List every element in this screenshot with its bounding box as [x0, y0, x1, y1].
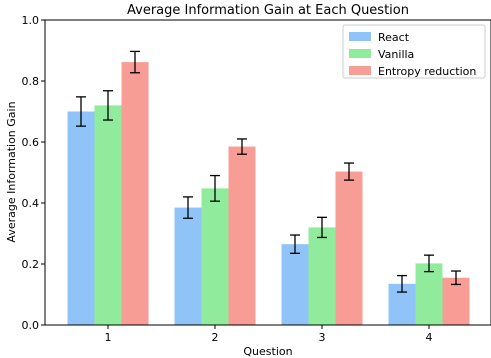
error-bar-react-q1 — [76, 96, 86, 127]
y-tick-label: 0.2 — [22, 258, 40, 271]
error-bar-react-q2 — [183, 196, 193, 219]
error-bar-react-q4 — [397, 274, 407, 293]
x-axis-label: Question — [243, 345, 292, 358]
bar-vanilla-q1 — [94, 105, 122, 326]
bar-entropy-reduction-q3 — [335, 171, 363, 325]
y-tick-label: 0.0 — [22, 319, 40, 332]
bar-entropy-reduction-q2 — [228, 146, 256, 325]
error-bar-vanilla-q1 — [103, 90, 113, 121]
y-axis-label: Average Information Gain — [5, 101, 18, 242]
y-tick-label: 0.8 — [22, 75, 40, 88]
bar-vanilla-q4 — [415, 263, 443, 325]
bars-layer — [67, 62, 470, 326]
bar-entropy-reduction-q4 — [442, 277, 470, 325]
bar-vanilla-q3 — [308, 227, 336, 325]
legend-box — [342, 24, 486, 79]
x-tick-label: 4 — [426, 331, 433, 344]
legend-swatch-entropy-reduction — [349, 66, 371, 75]
legend-swatch-react — [349, 32, 371, 41]
error-bar-react-q3 — [290, 234, 300, 254]
error-bar-entropy-reduction-q3 — [344, 162, 354, 181]
y-tick-label: 0.6 — [22, 136, 40, 149]
bar-react-q3 — [281, 244, 309, 325]
y-tick-label: 1.0 — [22, 14, 40, 27]
y-axis: 0.0 0.2 0.4 0.6 0.8 1.0 — [22, 14, 45, 332]
error-bars-layer — [76, 50, 461, 293]
bar-react-q2 — [174, 207, 202, 325]
error-bar-entropy-reduction-q4 — [451, 270, 461, 286]
legend: React Vanilla Entropy reduction — [342, 24, 486, 79]
x-tick-label: 2 — [212, 331, 219, 344]
error-bar-entropy-reduction-q1 — [130, 50, 140, 74]
legend-label-entropy-reduction: Entropy reduction — [378, 65, 476, 78]
y-tick-label: 0.4 — [22, 197, 40, 210]
bar-entropy-reduction-q1 — [121, 62, 149, 326]
x-tick-label: 1 — [105, 331, 112, 344]
chart-title: Average Information Gain at Each Questio… — [127, 3, 409, 18]
plot-frame — [44, 19, 491, 326]
error-bar-vanilla-q2 — [210, 174, 220, 202]
error-bar-entropy-reduction-q2 — [237, 138, 247, 155]
error-bar-vanilla-q3 — [317, 216, 327, 239]
bar-react-q1 — [67, 111, 95, 325]
legend-label-react: React — [378, 31, 410, 44]
x-axis: 1 2 3 4 — [105, 325, 433, 344]
error-bar-vanilla-q4 — [424, 254, 434, 273]
bar-vanilla-q2 — [201, 188, 229, 325]
x-tick-label: 3 — [319, 331, 326, 344]
legend-label-vanilla: Vanilla — [378, 48, 414, 61]
legend-swatch-vanilla — [349, 49, 371, 58]
